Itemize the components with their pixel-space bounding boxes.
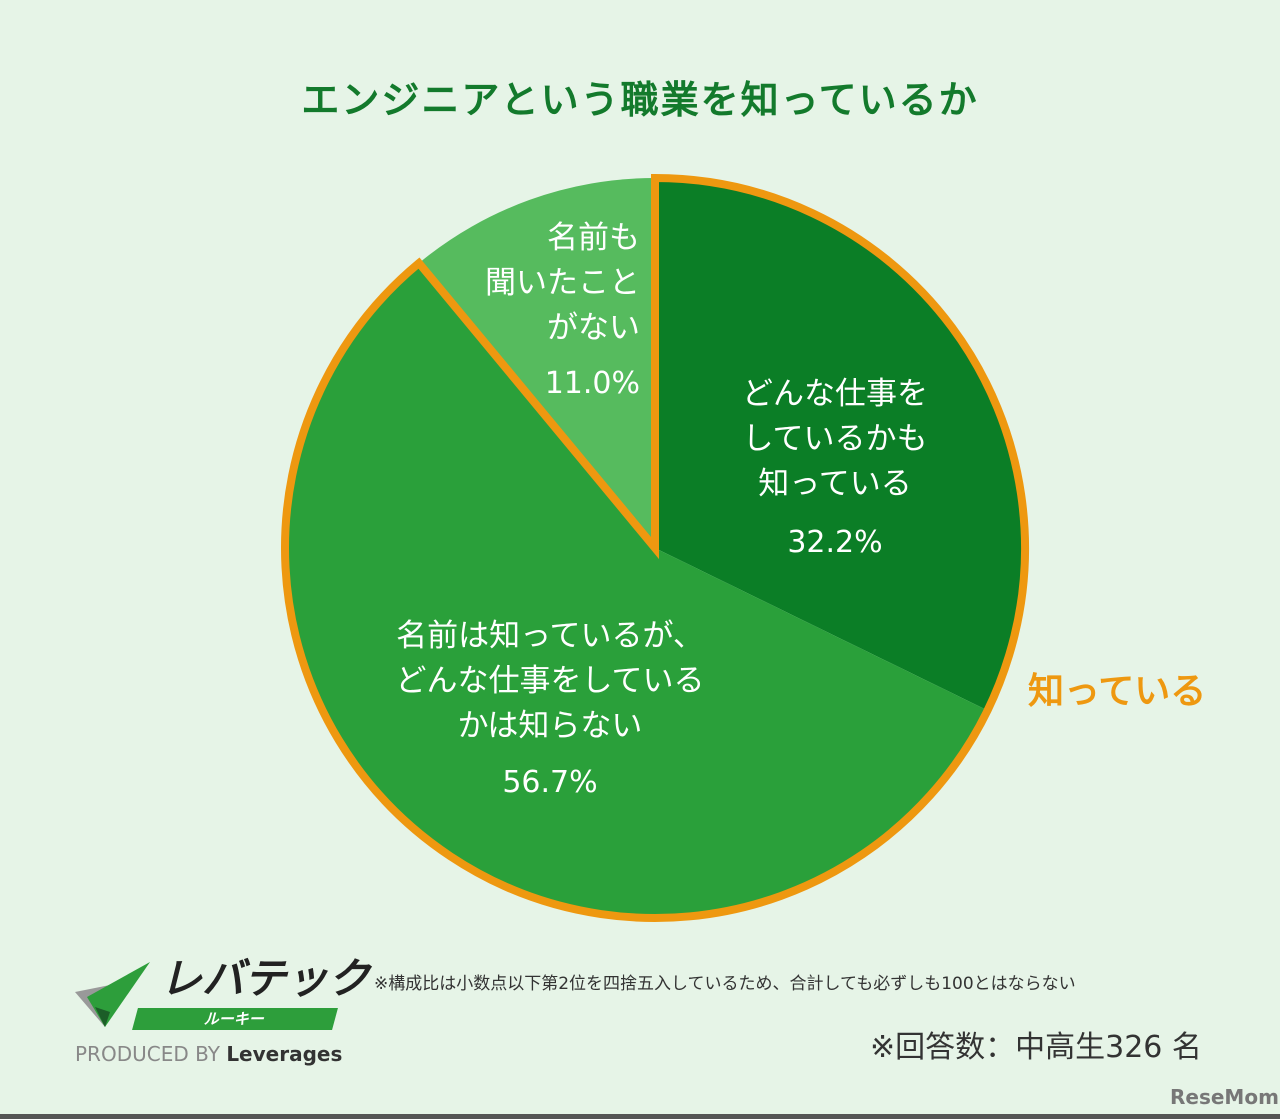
pie-slice-1 [285,263,988,918]
group-annotation-know: 知っている [1028,671,1207,712]
logo-text: レバテック [160,954,371,1003]
chart-title: エンジニアという職業を知っているか [301,78,979,122]
bottom-border [0,1114,1280,1119]
slice-label-know-name: 名前は知っているが、 どんな仕事をしている かは知らない [395,618,705,744]
slice-label-never-heard: 名前も 聞いたこと がない [485,220,640,346]
leverages-brand: Leverages [226,1042,343,1066]
group-outline [281,173,1029,922]
produced-by: PRODUCED BY Leverages [75,1042,342,1066]
logo-subtext: ルーキー [132,1008,338,1030]
slice-pct-never-heard: 11.0% [544,366,640,401]
watermark: ReseMom [1170,1085,1279,1109]
slice-label-know-job: どんな仕事を しているかも 知っている [742,376,928,502]
pie-slice-0 [655,178,1025,711]
pie-slice-2 [418,178,655,548]
produced-by-label: PRODUCED BY [75,1042,220,1066]
footnote: ※構成比は小数点以下第2位を四捨五入しているため、合計しても必ずしも100とはな… [374,974,1076,994]
logo-check-icon [75,962,150,1027]
slice-pct-know-job: 32.2% [787,525,883,560]
respondent-count: ※回答数：中高生326 名 [870,1030,1202,1065]
slice-pct-know-name: 56.7% [502,765,598,800]
